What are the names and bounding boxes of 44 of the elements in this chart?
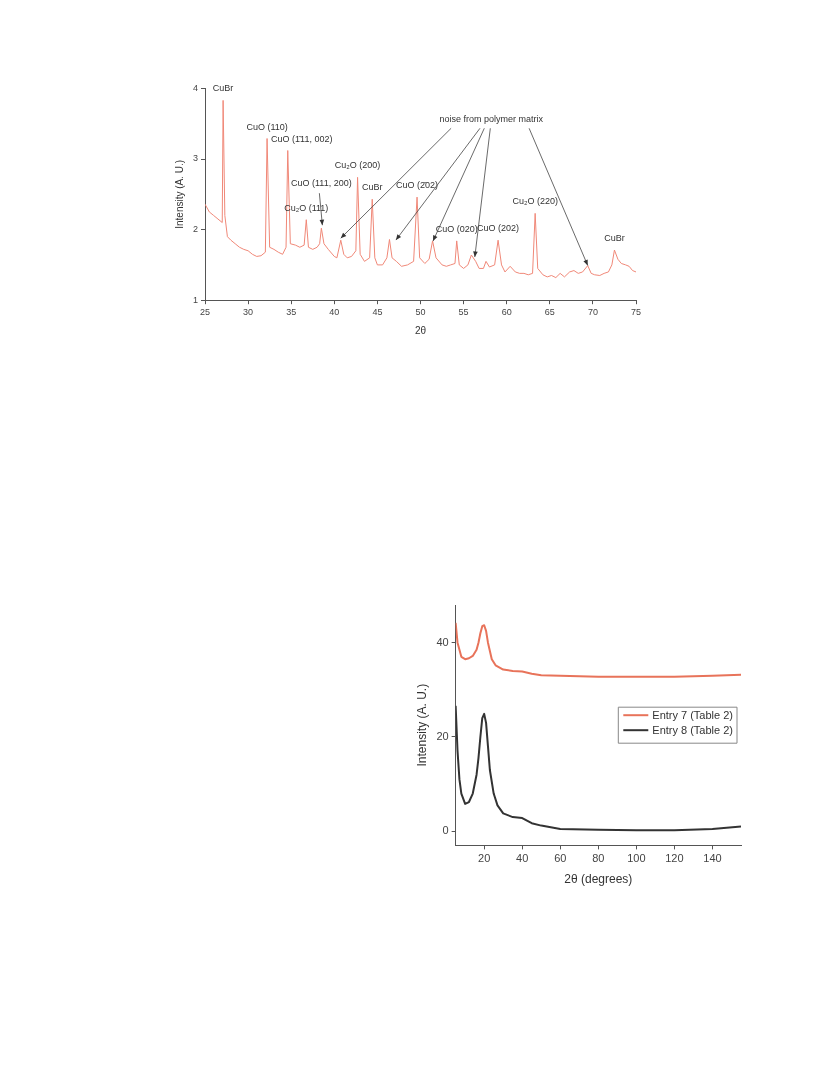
x-tick-label: 30	[243, 307, 254, 318]
x-tick-label: 25	[200, 307, 211, 318]
annotation: CuO (020)	[435, 223, 478, 234]
annotation: CuO (2̄02)	[396, 180, 439, 191]
x-tick-label: 65	[544, 307, 555, 318]
x-tick-label: 50	[415, 307, 426, 318]
x-tick-label: 40	[516, 852, 529, 865]
annotation: Cu₂O (111)	[284, 202, 329, 213]
annotation: CuBr	[604, 233, 625, 244]
y-tick-label: 4	[192, 82, 199, 93]
annotation: CuO (1̄11, 002)	[271, 133, 333, 144]
annotation: CuO (110)	[246, 121, 288, 132]
annotation: Cu₂O (220)	[512, 196, 558, 207]
y-tick-label: 1	[192, 294, 199, 305]
y-tick-label: 2	[192, 224, 199, 235]
y-tick-label: 3	[192, 153, 199, 164]
x-tick-label: 70	[587, 307, 598, 318]
x-tick-label: 35	[286, 307, 297, 318]
y-tick-label: 0	[442, 824, 449, 837]
legend-label: Entry 7 (Table 2)	[652, 709, 733, 722]
x-tick-label: 20	[478, 852, 491, 865]
x-tick-label: 55	[458, 307, 469, 318]
annotation: CuBr	[212, 83, 234, 94]
x-tick-label: 100	[627, 852, 646, 865]
annotation: noise from polymer matrix	[439, 114, 544, 125]
x-tick-label: 60	[554, 852, 567, 865]
y-tick-label: 40	[436, 635, 449, 648]
x-tick-label: 120	[665, 852, 684, 865]
x-tick-label: 45	[372, 307, 383, 318]
y-axis-title: Intensity (A. U.)	[414, 683, 429, 767]
annotation: CuBr	[361, 182, 383, 193]
x-tick-label: 40	[329, 307, 340, 318]
legend-label: Entry 8 (Table 2)	[652, 724, 733, 737]
x-tick-label: 60	[501, 307, 512, 318]
x-tick-label: 80	[592, 852, 605, 865]
annotation: Cu₂O (200)	[334, 160, 381, 171]
x-tick-label: 75	[630, 307, 642, 318]
x-axis-title: 2θ	[414, 324, 427, 336]
y-tick-label: 20	[436, 730, 449, 743]
x-axis-title: 2θ (degrees)	[564, 872, 633, 887]
annotation: CuO (202)	[477, 223, 520, 234]
x-tick-label: 140	[703, 852, 722, 865]
y-axis-title: Intensity (A. U.)	[173, 159, 185, 229]
annotation: CuO (111, 200)	[291, 178, 352, 189]
